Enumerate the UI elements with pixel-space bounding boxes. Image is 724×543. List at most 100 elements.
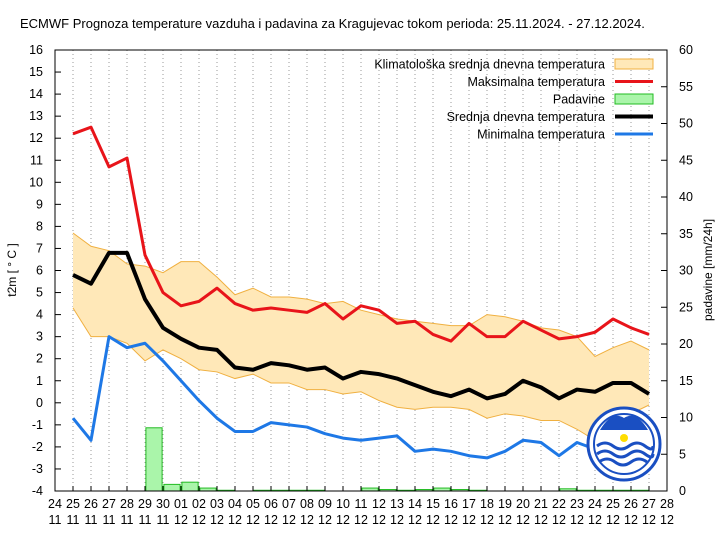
x-tick-day: 02	[192, 497, 206, 511]
min-temperature-line	[71, 335, 650, 460]
x-tick-day: 22	[552, 497, 566, 511]
x-tick-month: 12	[246, 513, 260, 527]
y-tick-label: -3	[32, 462, 43, 476]
climatology-lower-edge	[72, 307, 650, 441]
y-tick-label: 15	[29, 65, 43, 79]
x-tick-month: 12	[498, 513, 512, 527]
x-tick-day: 30	[156, 497, 170, 511]
x-tick-month: 12	[192, 513, 206, 527]
x-tick-day: 29	[138, 497, 152, 511]
y-axis-label: t2m [ ° C ]	[5, 243, 19, 296]
x-tick-day: 04	[228, 497, 242, 511]
legend-swatch	[614, 58, 654, 70]
precipitation-bar	[163, 483, 181, 492]
mean-temperature-line	[72, 250, 651, 401]
x-tick-month: 12	[408, 513, 422, 527]
chart-title: ECMWF Prognoza temperature vazduha i pad…	[20, 16, 645, 31]
x-tick-month: 11	[157, 513, 170, 527]
max-temperature-line	[72, 125, 650, 343]
x-tick-month: 12	[588, 513, 602, 527]
x-tick-month: 12	[372, 513, 386, 527]
x-tick-day: 28	[660, 497, 674, 511]
x-tick-day: 01	[174, 497, 188, 511]
x-tick-day: 08	[300, 497, 314, 511]
x-tick-day: 10	[336, 497, 350, 511]
y2-tick-label: 25	[679, 300, 693, 314]
y2-tick-label: 55	[679, 80, 693, 94]
x-tick-day: 25	[66, 497, 80, 511]
x-tick-day: 27	[102, 497, 116, 511]
y-tick-label: 7	[36, 241, 43, 255]
x-tick-day: 21	[534, 497, 548, 511]
x-tick-month: 12	[552, 513, 566, 527]
x-tick-month: 11	[121, 513, 134, 527]
x-tick-month: 12	[210, 513, 224, 527]
legend-label: Padavine	[553, 93, 605, 107]
x-tick-day: 24	[48, 497, 62, 511]
x-tick-month: 12	[390, 513, 404, 527]
y2-tick-label: 10	[679, 411, 693, 425]
y-tick-label: 3	[36, 330, 43, 344]
x-tick-month: 11	[103, 513, 116, 527]
y2-tick-label: 0	[679, 484, 686, 498]
x-tick-day: 05	[246, 497, 260, 511]
legend-label: Maksimalna temperatura	[467, 75, 605, 89]
x-tick-month: 12	[642, 513, 656, 527]
x-tick-day: 18	[480, 497, 494, 511]
legend-label: Minimalna temperatura	[477, 128, 605, 142]
x-tick-month: 12	[282, 513, 296, 527]
x-tick-month: 12	[336, 513, 350, 527]
y-tick-label: 0	[36, 396, 43, 410]
y2-tick-label: 60	[679, 43, 693, 57]
y2-tick-label: 35	[679, 227, 693, 241]
x-tick-month: 12	[354, 513, 368, 527]
x-tick-month: 12	[516, 513, 530, 527]
x-tick-month: 12	[228, 513, 242, 527]
x-tick-day: 07	[282, 497, 296, 511]
y-tick-label: 6	[36, 264, 43, 278]
x-tick-day: 06	[264, 497, 278, 511]
y-tick-label: 13	[29, 109, 43, 123]
y2-tick-label: 5	[679, 447, 686, 461]
x-tick-day: 17	[462, 497, 476, 511]
x-tick-day: 20	[516, 497, 530, 511]
x-tick-day: 14	[408, 497, 422, 511]
x-tick-day: 15	[426, 497, 440, 511]
climatology-area	[73, 233, 649, 441]
x-tick-day: 09	[318, 497, 332, 511]
legend: Klimatološka srednja dnevna temperatura M…	[374, 58, 654, 142]
x-tick-month: 11	[67, 513, 80, 527]
x-tick-month: 12	[174, 513, 188, 527]
y2-axis-label: padavine [mm/24h]	[701, 219, 715, 321]
precipitation-bar	[145, 427, 163, 492]
y-tick-label: -2	[32, 440, 43, 454]
legend-label: Srednja dnevna temperatura	[447, 110, 605, 124]
x-tick-month: 12	[480, 513, 494, 527]
x-tick-day: 26	[624, 497, 638, 511]
x-tick-month: 12	[426, 513, 440, 527]
x-tick-month: 12	[444, 513, 458, 527]
x-tick-month: 11	[49, 513, 62, 527]
y-tick-label: 11	[30, 153, 43, 167]
y-tick-label: 16	[29, 43, 43, 57]
y-tick-label: 10	[29, 175, 43, 189]
y2-tick-label: 45	[679, 153, 693, 167]
y-tick-label: 4	[36, 308, 43, 322]
x-tick-day: 03	[210, 497, 224, 511]
y-tick-label: 8	[36, 219, 43, 233]
y-tick-label: 9	[36, 197, 43, 211]
y-tick-label: 2	[36, 352, 43, 366]
y-tick-label: -4	[32, 484, 43, 498]
x-tick-month: 12	[264, 513, 278, 527]
x-tick-month: 12	[660, 513, 674, 527]
x-tick-day: 12	[372, 497, 386, 511]
x-tick-month: 12	[318, 513, 332, 527]
legend-label: Klimatološka srednja dnevna temperatura	[374, 58, 605, 72]
y-tick-label: 12	[29, 131, 43, 145]
axes: 161514131211109876543210-1-2-3-460555045…	[29, 43, 693, 527]
x-tick-day: 19	[498, 497, 512, 511]
x-tick-day: 23	[570, 497, 584, 511]
temperature-lines	[71, 125, 651, 460]
x-tick-month: 11	[139, 513, 152, 527]
